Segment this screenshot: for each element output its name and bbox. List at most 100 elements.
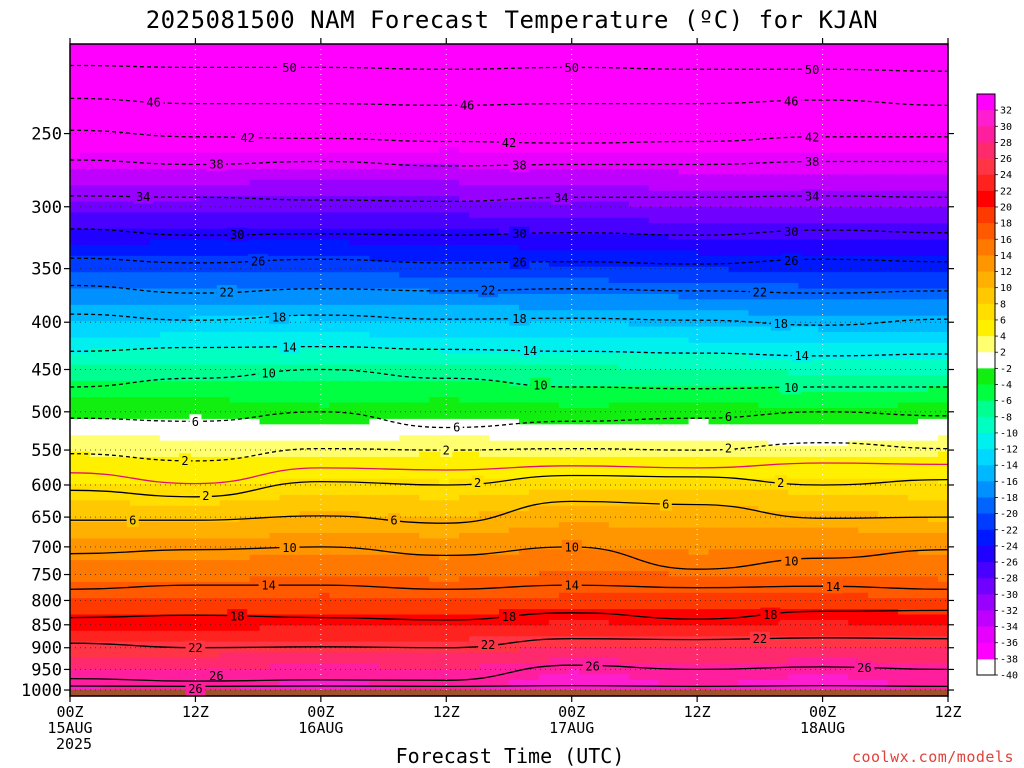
heatmap-cell [319,603,331,610]
heatmap-cell [359,516,370,523]
heatmap-cell [229,185,241,192]
heatmap-cell [279,223,291,230]
heatmap-cell [289,109,301,116]
heatmap-cell [239,239,251,246]
heatmap-cell [469,685,480,692]
heatmap-cell [269,147,281,154]
heatmap-cell [149,364,161,371]
heatmap-cell [109,505,121,512]
heatmap-cell [269,234,281,241]
heatmap-cell [139,239,151,246]
heatmap-cell [189,435,201,442]
heatmap-cell [249,533,261,540]
heatmap-cell [179,255,191,262]
heatmap-cell [409,511,420,518]
heatmap-cell [389,261,400,268]
heatmap-cell [219,494,231,501]
heatmap-cell [209,484,221,491]
heatmap-cell [239,576,251,583]
heatmap-cell [289,163,301,170]
heatmap-cell [89,185,101,192]
heatmap-cell [70,641,81,648]
heatmap-cell [169,321,181,328]
heatmap-cell [79,310,91,317]
heatmap-cell [189,92,201,99]
heatmap-cell [349,239,360,246]
heatmap-cell [79,408,91,415]
heatmap-cell [429,484,440,491]
heatmap-cell [439,560,450,567]
heatmap-cell [219,636,231,643]
heatmap-cell [379,527,390,534]
heatmap-cell [149,49,161,56]
heatmap-cell [159,511,171,518]
heatmap-cell [299,679,311,686]
heatmap-cell [469,71,480,78]
heatmap-cell [459,277,470,284]
heatmap-cell [189,120,201,127]
heatmap-cell [369,543,380,550]
heatmap-cell [339,386,350,393]
heatmap-cell [319,435,331,442]
heatmap-cell [409,647,420,654]
heatmap-cell [189,228,201,235]
heatmap-cell [249,668,261,675]
heatmap-cell [219,533,231,540]
heatmap-cell [179,364,191,371]
heatmap-cell [139,261,151,268]
heatmap-cell [189,668,201,675]
heatmap-cell [179,587,191,594]
heatmap-cell [179,158,191,165]
heatmap-cell [269,402,281,409]
heatmap-cell [389,603,400,610]
heatmap-cell [469,674,480,681]
heatmap-cell [129,147,141,154]
heatmap-cell [449,168,460,175]
heatmap-cell [70,581,81,588]
heatmap-cell [349,543,360,550]
heatmap-cell [189,217,201,224]
heatmap-cell [199,353,211,360]
heatmap-cell [289,375,301,382]
heatmap-cell [229,190,241,197]
heatmap-cell [99,168,111,175]
heatmap-cell [279,402,291,409]
heatmap-cell [139,201,151,208]
heatmap-cell [329,359,340,366]
heatmap-cell [259,196,271,203]
heatmap-cell [209,630,221,637]
heatmap-cell [379,71,390,78]
heatmap-cell [70,408,81,415]
heatmap-cell [219,109,231,116]
heatmap-cell [409,130,420,137]
heatmap-cell [279,299,291,306]
heatmap-cell [179,326,191,333]
heatmap-cell [159,185,171,192]
heatmap-cell [189,239,201,246]
heatmap-cell [239,467,251,474]
heatmap-cell [139,527,151,534]
heatmap-cell [299,255,311,262]
heatmap-cell [279,261,291,268]
heatmap-cell [329,168,340,175]
heatmap-cell [379,375,390,382]
heatmap-cell [89,283,101,290]
heatmap-cell [239,255,251,262]
heatmap-cell [169,554,181,561]
heatmap-cell [279,429,291,436]
heatmap-cell [399,217,410,224]
heatmap-cell [199,619,211,626]
heatmap-cell [359,435,370,442]
heatmap-cell [159,625,171,632]
heatmap-cell [99,571,111,578]
heatmap-cell [449,603,460,610]
heatmap-cell [70,71,81,78]
heatmap-cell [249,576,261,583]
heatmap-cell [419,647,430,654]
heatmap-cell [309,92,321,99]
heatmap-cell [249,250,261,257]
heatmap-cell [449,679,460,686]
heatmap-cell [169,174,181,181]
heatmap-cell [359,685,370,692]
